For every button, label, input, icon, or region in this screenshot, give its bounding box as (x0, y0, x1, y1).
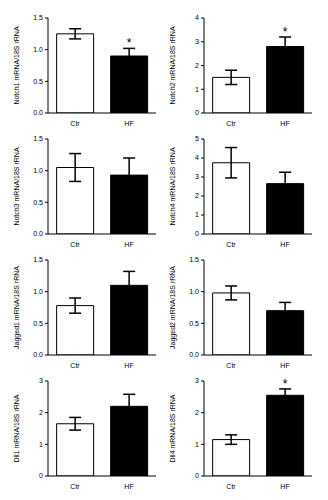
svg-text:0: 0 (195, 109, 199, 116)
svg-text:3: 3 (39, 377, 43, 384)
svg-text:Ctr: Ctr (226, 362, 236, 369)
svg-text:1.0: 1.0 (33, 288, 43, 295)
svg-text:HF: HF (124, 483, 133, 490)
svg-text:*: * (283, 25, 288, 39)
svg-text:Ctr: Ctr (70, 483, 80, 490)
svg-text:2: 2 (195, 192, 199, 199)
svg-text:4: 4 (195, 154, 199, 161)
svg-text:1.5: 1.5 (189, 256, 199, 263)
svg-text:0.5: 0.5 (33, 78, 43, 85)
svg-text:4: 4 (195, 14, 199, 21)
svg-text:Dll1 mRNA/18S rRNA: Dll1 mRNA/18S rRNA (13, 394, 20, 462)
svg-text:HF: HF (280, 120, 289, 127)
svg-text:HF: HF (280, 483, 289, 490)
svg-text:0: 0 (195, 230, 199, 237)
svg-text:2: 2 (195, 62, 199, 69)
svg-text:HF: HF (124, 241, 133, 248)
svg-text:3: 3 (195, 377, 199, 384)
svg-text:Ctr: Ctr (70, 120, 80, 127)
svg-text:HF: HF (280, 241, 289, 248)
svg-text:Notch1 mRNA/18S rRNA: Notch1 mRNA/18S rRNA (13, 26, 20, 105)
svg-text:1: 1 (195, 441, 199, 448)
svg-text:0.0: 0.0 (33, 230, 43, 237)
svg-text:Ctr: Ctr (226, 241, 236, 248)
svg-text:0.5: 0.5 (33, 199, 43, 206)
svg-text:Ctr: Ctr (226, 120, 236, 127)
svg-text:HF: HF (124, 120, 133, 127)
svg-text:0.0: 0.0 (33, 109, 43, 116)
svg-text:2: 2 (39, 409, 43, 416)
svg-text:Notch3 mRNA/18S rRNA: Notch3 mRNA/18S rRNA (13, 147, 20, 226)
svg-text:0.0: 0.0 (189, 351, 199, 358)
svg-text:Jagged2 mRNA/18S rRNA: Jagged2 mRNA/18S rRNA (169, 266, 177, 349)
svg-text:HF: HF (280, 362, 289, 369)
svg-text:*: * (283, 377, 288, 391)
svg-text:1.0: 1.0 (33, 46, 43, 53)
svg-text:Ctr: Ctr (226, 483, 236, 490)
svg-text:Jagged1 mRNA/18S rRNA: Jagged1 mRNA/18S rRNA (13, 266, 21, 349)
svg-text:3: 3 (195, 38, 199, 45)
svg-text:1.0: 1.0 (33, 167, 43, 174)
svg-text:1.0: 1.0 (189, 288, 199, 295)
svg-text:Notch4 mRNA/18S rRNA: Notch4 mRNA/18S rRNA (169, 147, 176, 226)
svg-text:0.0: 0.0 (33, 351, 43, 358)
svg-text:1.5: 1.5 (33, 256, 43, 263)
svg-text:Dll4 mRNA/18S rRNA: Dll4 mRNA/18S rRNA (169, 394, 176, 462)
svg-text:2: 2 (195, 409, 199, 416)
svg-text:Notch2 mRNA/18S rRNA: Notch2 mRNA/18S rRNA (169, 26, 176, 105)
svg-text:*: * (127, 36, 132, 50)
svg-text:1.5: 1.5 (33, 135, 43, 142)
svg-text:0.5: 0.5 (189, 320, 199, 327)
svg-text:0: 0 (195, 472, 199, 479)
svg-text:Ctr: Ctr (70, 241, 80, 248)
svg-text:1.5: 1.5 (33, 14, 43, 21)
svg-text:Ctr: Ctr (70, 362, 80, 369)
svg-text:1: 1 (195, 211, 199, 218)
svg-text:0.5: 0.5 (33, 320, 43, 327)
svg-text:HF: HF (124, 362, 133, 369)
svg-text:1: 1 (39, 441, 43, 448)
svg-text:0: 0 (39, 472, 43, 479)
svg-text:5: 5 (195, 135, 199, 142)
svg-text:3: 3 (195, 173, 199, 180)
svg-text:1: 1 (195, 86, 199, 93)
